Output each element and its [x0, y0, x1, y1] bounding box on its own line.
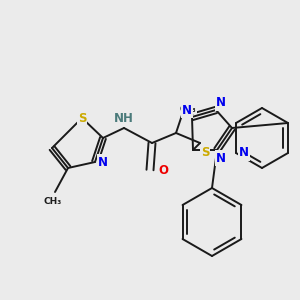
Text: N: N — [98, 155, 108, 169]
Text: CH₃: CH₃ — [180, 104, 196, 113]
Text: NH: NH — [114, 112, 134, 125]
Text: N: N — [182, 103, 192, 116]
Text: CH₃: CH₃ — [44, 197, 62, 206]
Text: O: O — [158, 164, 168, 176]
Text: N: N — [216, 152, 226, 164]
Text: N: N — [239, 146, 249, 160]
Text: S: S — [201, 146, 209, 160]
Text: S: S — [78, 112, 86, 124]
Text: N: N — [216, 97, 226, 110]
